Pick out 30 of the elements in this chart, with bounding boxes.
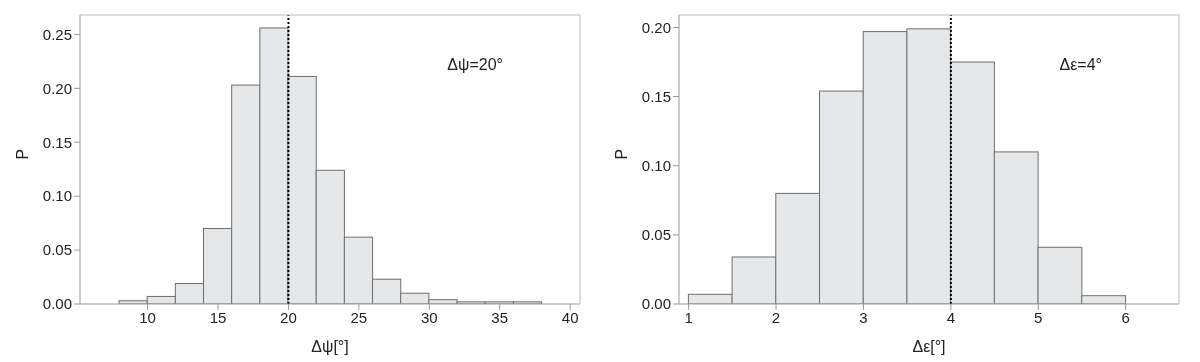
x-tick-label: 30 (420, 308, 438, 326)
y-tick-label: 0.15 (641, 87, 671, 105)
y-tick-label: 0.00 (641, 295, 671, 313)
y-tick-label: 0.10 (641, 157, 671, 175)
y-tick-label: 0.05 (641, 226, 671, 244)
x-tick-label: 35 (491, 308, 509, 326)
y-tick-label: 0.15 (42, 133, 72, 151)
annotation: Δψ=20° (447, 56, 503, 74)
x-tick-label: 6 (1121, 308, 1130, 326)
x-tick-label: 15 (209, 308, 227, 326)
x-tick-label: 5 (1034, 308, 1043, 326)
y-tick-label: 0.20 (42, 79, 72, 97)
x-tick-label: 40 (561, 308, 579, 326)
y-tick-label: 0.20 (641, 18, 671, 36)
y-tick-label: 0.00 (42, 295, 72, 313)
x-axis-title: Δε[°] (912, 338, 946, 355)
y-tick-label: 0.10 (42, 187, 72, 205)
x-tick-label: 4 (946, 308, 956, 326)
x-tick-label: 20 (280, 308, 297, 326)
x-tick-label: 3 (859, 308, 868, 326)
y-axis-title: P (13, 148, 31, 160)
x-tick-label: 2 (771, 308, 781, 326)
y-tick-label: 0.25 (42, 25, 72, 43)
x-axis-title: Δψ[°] (311, 338, 349, 355)
y-axis-title: P (612, 148, 630, 160)
x-tick-label: 1 (684, 308, 693, 326)
annotation: Δε=4° (1059, 56, 1102, 74)
x-tick-label: 25 (350, 308, 368, 326)
y-tick-label: 0.05 (42, 241, 72, 259)
x-tick-label: 10 (139, 308, 156, 326)
